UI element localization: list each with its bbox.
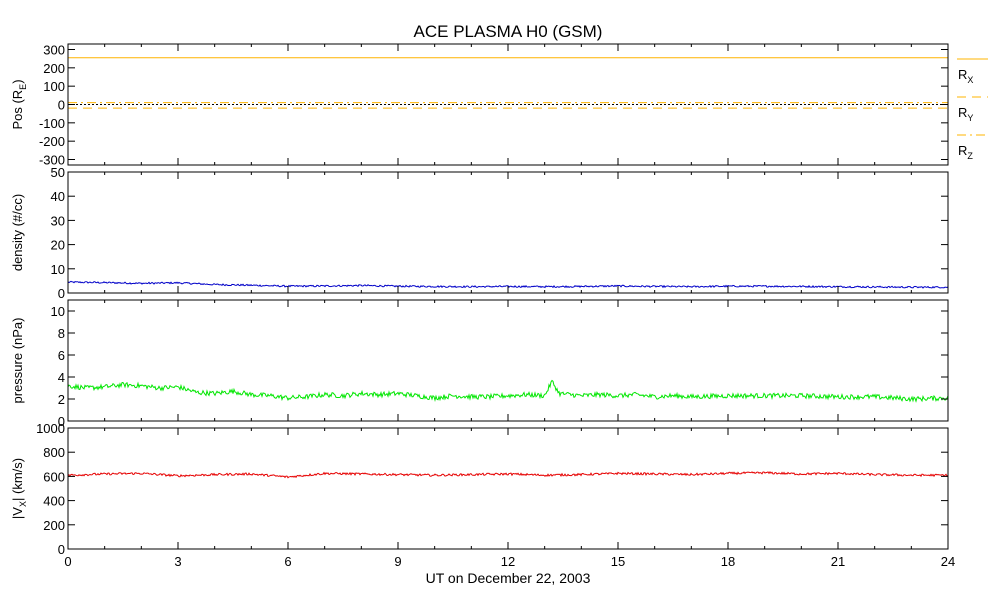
y-axis-label: density (#/cc) — [10, 194, 25, 271]
y-tick-label: 10 — [51, 262, 65, 277]
y-tick-label: 6 — [58, 348, 65, 363]
panel-density: 50 40 30 20 10 0 density (#/cc) — [10, 165, 949, 301]
y-axis-label: Pos (RE) — [10, 79, 28, 129]
chart-title: ACE PLASMA H0 (GSM) — [414, 22, 603, 41]
y-tick-label: 50 — [51, 165, 65, 180]
x-tick-label: 18 — [721, 554, 735, 569]
y-tick-label: 30 — [51, 213, 65, 228]
y-tick-label: -100 — [39, 116, 65, 131]
y-tick-label: 600 — [43, 469, 65, 484]
y-tick-label: 8 — [58, 326, 65, 341]
legend-label-Y: RY — [958, 105, 973, 123]
y-tick-label: 800 — [43, 445, 65, 460]
series-line-pressure-0 — [67, 379, 949, 403]
panel-frame — [67, 299, 949, 422]
y-tick-label: 1000 — [36, 421, 65, 436]
y-tick-label: 400 — [43, 494, 65, 509]
x-tick-label: 21 — [831, 554, 845, 569]
panel-pos: 300 200 100 0 -100 -200 -300 Pos (RE) — [10, 43, 949, 168]
x-tick-label: 12 — [501, 554, 515, 569]
y-tick-label: 0 — [58, 98, 65, 113]
panel-vx: 1000 800 600 400 200 0 |VX| (km/s) — [10, 421, 949, 557]
x-axis-label: UT on December 22, 2003 — [426, 570, 591, 586]
legend: RX RY RZ — [957, 58, 988, 161]
panel-frame — [67, 171, 949, 294]
x-tick-label: 24 — [941, 554, 955, 569]
series-line-density-0 — [67, 280, 949, 289]
y-tick-label: 200 — [43, 518, 65, 533]
series-vx-0 — [67, 471, 949, 479]
series-density-0 — [67, 280, 949, 289]
x-tick-label: 0 — [64, 554, 71, 569]
legend-label-X: RX — [958, 67, 973, 85]
y-tick-label: 10 — [51, 304, 65, 319]
y-tick-label: -300 — [39, 153, 65, 168]
series-pressure-0 — [67, 379, 949, 403]
panel-pressure: 10 8 6 4 2 0 pressure (nPa) — [10, 299, 949, 429]
y-axis-label: |VX| (km/s) — [10, 458, 28, 519]
series-line-vx-0 — [67, 471, 949, 479]
y-tick-label: 100 — [43, 79, 65, 94]
panel-frame — [67, 427, 949, 550]
y-tick-label: 40 — [51, 189, 65, 204]
y-tick-label: 0 — [58, 542, 65, 557]
y-axis-label: pressure (nPa) — [10, 318, 25, 404]
y-tick-label: 20 — [51, 238, 65, 253]
x-tick-label: 9 — [394, 554, 401, 569]
y-tick-label: 0 — [58, 414, 65, 429]
y-tick-label: 0 — [58, 286, 65, 301]
x-tick-label: 6 — [284, 554, 291, 569]
y-tick-label: 2 — [58, 392, 65, 407]
legend-label-Z: RZ — [958, 143, 973, 161]
y-tick-label: 4 — [58, 370, 65, 385]
y-tick-label: 300 — [43, 43, 65, 58]
x-tick-label: 3 — [174, 554, 181, 569]
y-tick-label: 200 — [43, 61, 65, 76]
y-tick-label: -200 — [39, 134, 65, 149]
x-tick-label: 15 — [611, 554, 625, 569]
